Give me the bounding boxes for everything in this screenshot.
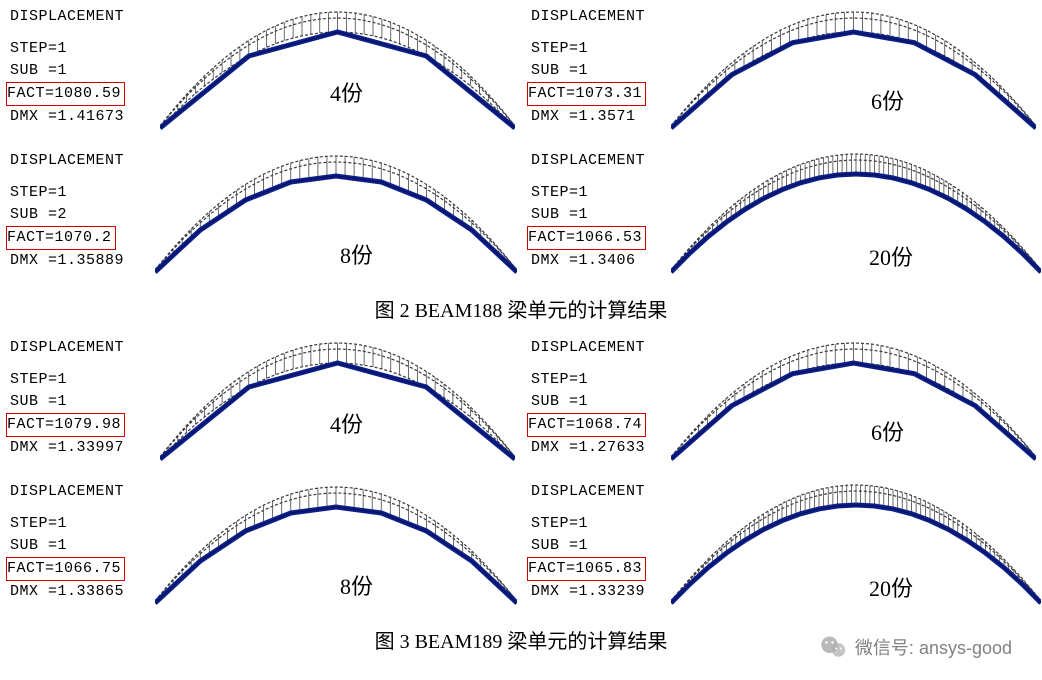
fact-label: FACT=1079.98 xyxy=(7,416,121,433)
divisions-label: 4份 xyxy=(330,407,363,439)
sub-label: SUB =1 xyxy=(10,60,125,82)
info-block: DISPLACEMENT STEP=1 SUB =1 FACT=1066.53 … xyxy=(531,150,646,272)
step-label: STEP=1 xyxy=(10,513,125,535)
arch-plot xyxy=(160,10,515,140)
divisions-label: 8份 xyxy=(340,238,373,270)
figure-group: DISPLACEMENT STEP=1 SUB =1 FACT=1080.59 … xyxy=(0,0,1042,331)
info-block: DISPLACEMENT STEP=1 SUB =1 FACT=1080.59 … xyxy=(10,6,125,128)
sub-label: SUB =1 xyxy=(531,535,646,557)
result-panel: DISPLACEMENT STEP=1 SUB =1 FACT=1068.74 … xyxy=(521,331,1042,475)
dmx-label: DMX =1.27633 xyxy=(531,437,646,459)
displacement-label: DISPLACEMENT xyxy=(10,481,125,503)
step-label: STEP=1 xyxy=(10,38,125,60)
sub-label: SUB =1 xyxy=(531,204,646,226)
displacement-label: DISPLACEMENT xyxy=(10,337,125,359)
dmx-label: DMX =1.33865 xyxy=(10,581,125,603)
wechat-icon xyxy=(819,632,849,662)
displacement-label: DISPLACEMENT xyxy=(10,150,124,172)
info-block: DISPLACEMENT STEP=1 SUB =1 FACT=1073.31 … xyxy=(531,6,646,128)
step-label: STEP=1 xyxy=(10,182,124,204)
sub-label: SUB =1 xyxy=(10,535,125,557)
arch-plot xyxy=(160,341,515,471)
sub-label: SUB =1 xyxy=(10,391,125,413)
fact-box: FACT=1066.53 xyxy=(527,226,646,250)
step-label: STEP=1 xyxy=(531,513,646,535)
dmx-label: DMX =1.35889 xyxy=(10,250,124,272)
fact-label: FACT=1070.2 xyxy=(7,229,112,246)
divisions-label: 20份 xyxy=(869,240,913,272)
dmx-label: DMX =1.33239 xyxy=(531,581,646,603)
displacement-label: DISPLACEMENT xyxy=(531,150,646,172)
arch-plot xyxy=(671,152,1041,284)
sub-label: SUB =2 xyxy=(10,204,124,226)
divisions-label: 6份 xyxy=(871,415,904,447)
arch-plot xyxy=(155,154,517,284)
info-block: DISPLACEMENT STEP=1 SUB =1 FACT=1066.75 … xyxy=(10,481,125,603)
fact-box: FACT=1080.59 xyxy=(6,82,125,106)
step-label: STEP=1 xyxy=(531,38,646,60)
sub-label: SUB =1 xyxy=(531,60,646,82)
fact-label: FACT=1068.74 xyxy=(528,416,642,433)
step-label: STEP=1 xyxy=(10,369,125,391)
panel-grid: DISPLACEMENT STEP=1 SUB =1 FACT=1080.59 … xyxy=(0,0,1042,288)
result-panel: DISPLACEMENT STEP=1 SUB =1 FACT=1073.31 … xyxy=(521,0,1042,144)
displacement-label: DISPLACEMENT xyxy=(10,6,125,28)
arch-plot xyxy=(671,483,1041,615)
info-block: DISPLACEMENT STEP=1 SUB =2 FACT=1070.2 D… xyxy=(10,150,124,272)
result-panel: DISPLACEMENT STEP=1 SUB =1 FACT=1080.59 … xyxy=(0,0,521,144)
sub-label: SUB =1 xyxy=(531,391,646,413)
arch-plot xyxy=(671,341,1036,471)
dmx-label: DMX =1.41673 xyxy=(10,106,125,128)
arch-plot xyxy=(155,485,517,615)
result-panel: DISPLACEMENT STEP=1 SUB =1 FACT=1065.83 … xyxy=(521,475,1042,619)
result-panel: DISPLACEMENT STEP=1 SUB =1 FACT=1079.98 … xyxy=(0,331,521,475)
fact-box: FACT=1073.31 xyxy=(527,82,646,106)
divisions-label: 20份 xyxy=(869,571,913,603)
divisions-label: 6份 xyxy=(871,84,904,116)
divisions-label: 8份 xyxy=(340,569,373,601)
figure-group: DISPLACEMENT STEP=1 SUB =1 FACT=1079.98 … xyxy=(0,331,1042,662)
result-panel: DISPLACEMENT STEP=1 SUB =2 FACT=1070.2 D… xyxy=(0,144,521,288)
fact-box: FACT=1066.75 xyxy=(6,557,125,581)
watermark: 微信号: ansys-good xyxy=(819,632,1012,662)
figure-caption: 图 2 BEAM188 梁单元的计算结果 xyxy=(0,288,1042,331)
fact-box: FACT=1079.98 xyxy=(6,413,125,437)
fact-label: FACT=1065.83 xyxy=(528,560,642,577)
arch-plot xyxy=(671,10,1036,140)
panel-grid: DISPLACEMENT STEP=1 SUB =1 FACT=1079.98 … xyxy=(0,331,1042,619)
info-block: DISPLACEMENT STEP=1 SUB =1 FACT=1068.74 … xyxy=(531,337,646,459)
result-panel: DISPLACEMENT STEP=1 SUB =1 FACT=1066.75 … xyxy=(0,475,521,619)
displacement-label: DISPLACEMENT xyxy=(531,6,646,28)
step-label: STEP=1 xyxy=(531,182,646,204)
info-block: DISPLACEMENT STEP=1 SUB =1 FACT=1065.83 … xyxy=(531,481,646,603)
dmx-label: DMX =1.3571 xyxy=(531,106,646,128)
displacement-label: DISPLACEMENT xyxy=(531,337,646,359)
dmx-label: DMX =1.3406 xyxy=(531,250,646,272)
fact-label: FACT=1073.31 xyxy=(528,85,642,102)
fact-box: FACT=1068.74 xyxy=(527,413,646,437)
displacement-label: DISPLACEMENT xyxy=(531,481,646,503)
info-block: DISPLACEMENT STEP=1 SUB =1 FACT=1079.98 … xyxy=(10,337,125,459)
fact-label: FACT=1080.59 xyxy=(7,85,121,102)
dmx-label: DMX =1.33997 xyxy=(10,437,125,459)
step-label: STEP=1 xyxy=(531,369,646,391)
fact-label: FACT=1066.53 xyxy=(528,229,642,246)
fact-box: FACT=1070.2 xyxy=(6,226,116,250)
result-panel: DISPLACEMENT STEP=1 SUB =1 FACT=1066.53 … xyxy=(521,144,1042,288)
fact-label: FACT=1066.75 xyxy=(7,560,121,577)
fact-box: FACT=1065.83 xyxy=(527,557,646,581)
watermark-text: 微信号: ansys-good xyxy=(855,634,1012,660)
divisions-label: 4份 xyxy=(330,76,363,108)
